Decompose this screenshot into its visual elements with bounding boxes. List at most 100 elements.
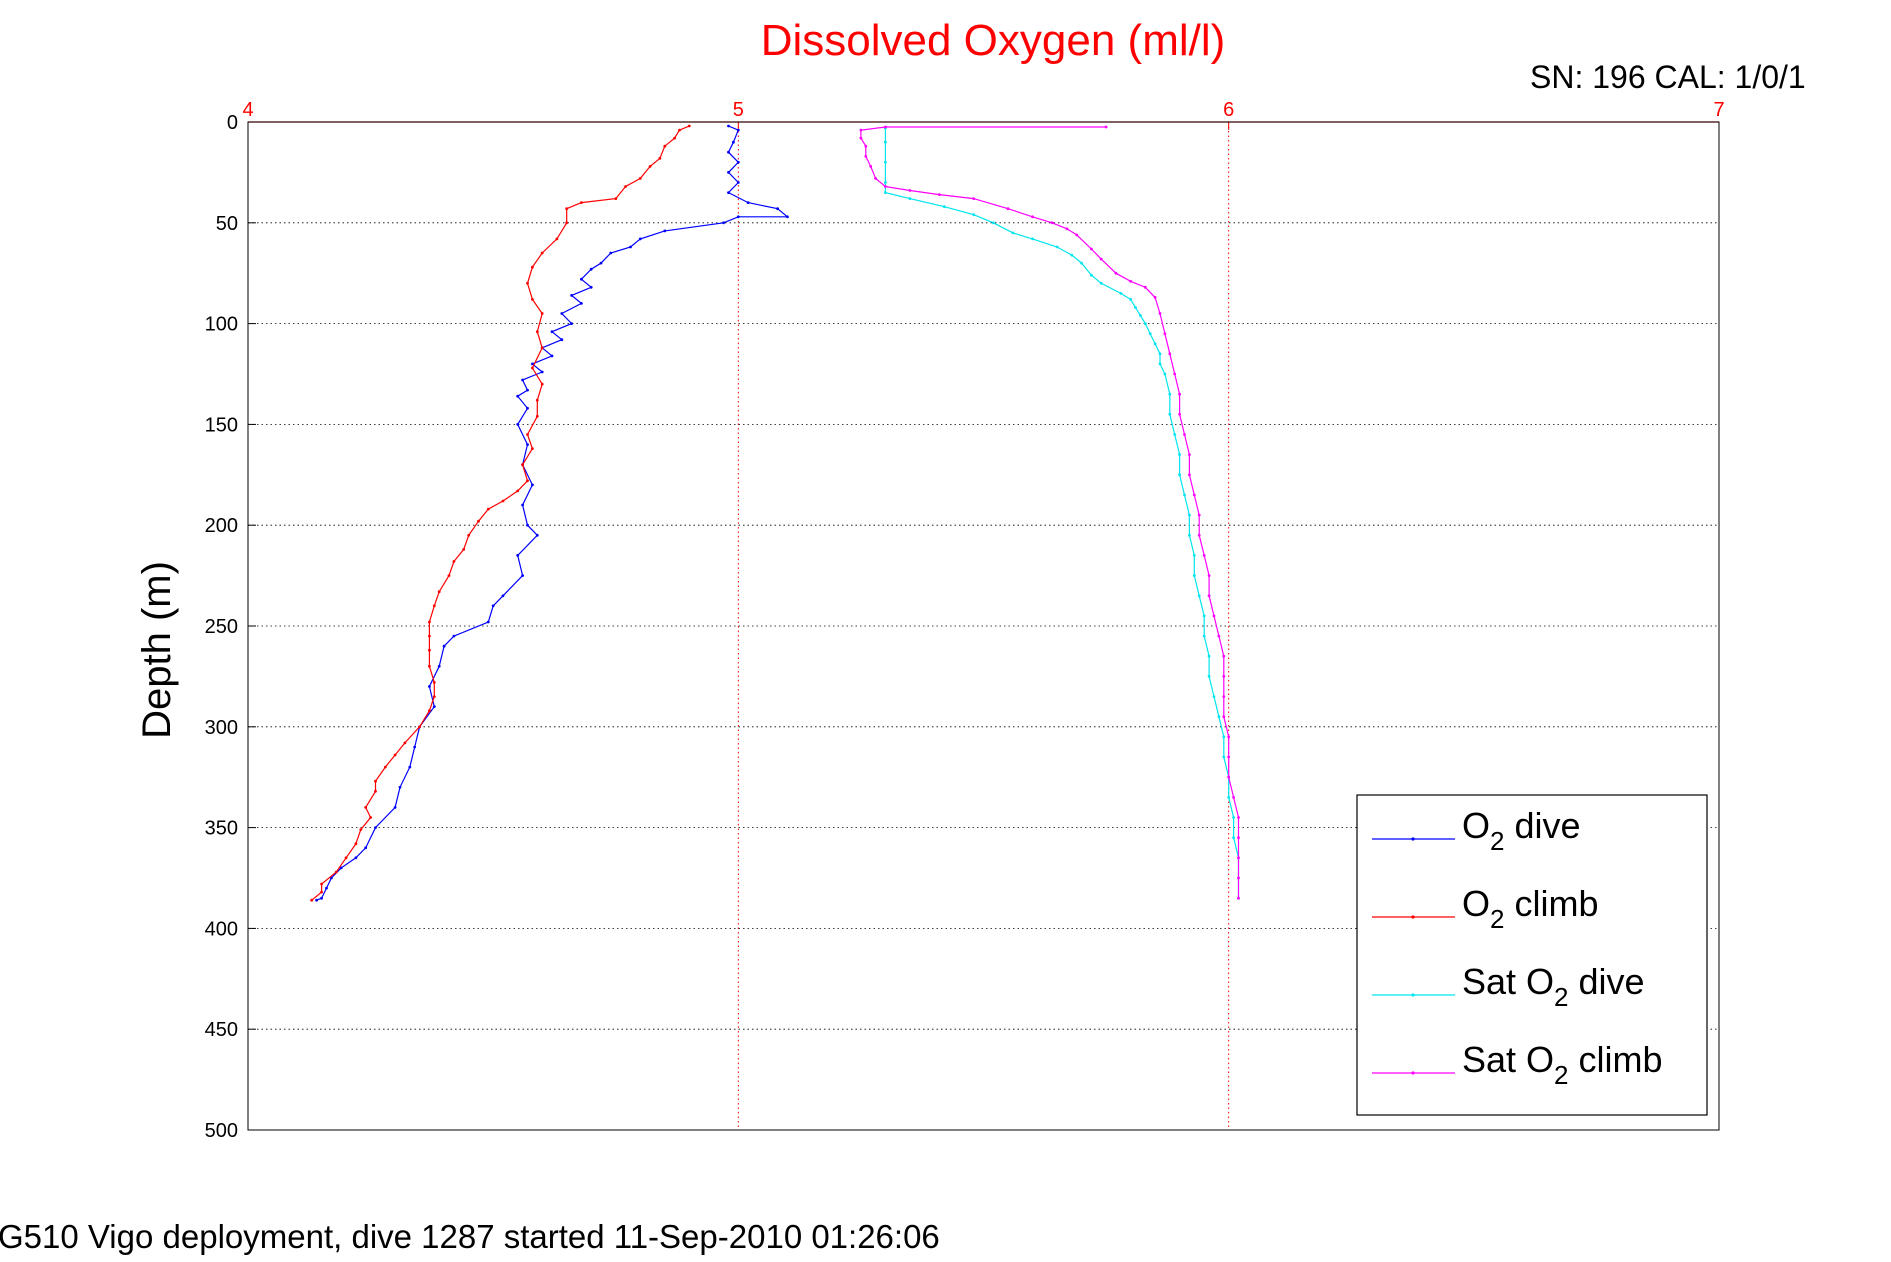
data-point-sat_dive (1090, 273, 1093, 277)
data-point-sat_dive (1192, 554, 1196, 557)
data-point-o2_dive (526, 523, 529, 527)
data-point-o2_dive (609, 251, 613, 255)
data-point-sat_dive (972, 213, 976, 217)
data-point-o2_climb (678, 128, 681, 132)
data-point-sat_dive (1178, 473, 1181, 477)
data-point-o2_climb (428, 648, 431, 652)
data-point-sat_climb (1227, 755, 1231, 759)
data-point-o2_climb (535, 330, 539, 334)
data-point-sat_dive (1192, 574, 1196, 577)
data-point-sat_dive (1207, 675, 1211, 678)
y-tick-label: 500 (205, 1120, 238, 1142)
data-point-o2_dive (540, 370, 544, 374)
data-point-o2_climb (462, 548, 466, 551)
data-point-sat_climb (1232, 796, 1235, 799)
data-point-o2_climb (320, 890, 323, 894)
data-point-sat_dive (1119, 292, 1123, 295)
data-point-sat_dive (1232, 836, 1235, 840)
data-point-o2_climb (516, 489, 520, 493)
data-point-sat_dive (942, 205, 946, 209)
data-point-o2_climb (535, 414, 539, 418)
data-point-o2_dive (339, 866, 343, 870)
data-point-o2_climb (521, 463, 524, 467)
data-point-o2_dive (746, 201, 750, 205)
data-point-sat_dive (908, 197, 912, 201)
data-point-o2_dive (437, 664, 441, 668)
data-point-o2_dive (516, 554, 520, 557)
data-point-sat_climb (1168, 352, 1172, 356)
data-point-o2_climb (428, 664, 431, 668)
data-point-o2_climb (638, 177, 642, 180)
data-point-sat_climb (1065, 227, 1069, 231)
data-point-o2_dive (570, 322, 573, 325)
y-tick-label: 350 (205, 818, 238, 840)
series-line-o2_climb (311, 125, 690, 901)
data-point-o2_climb (477, 519, 480, 523)
data-point-o2_climb (535, 398, 539, 402)
data-point-o2_dive (531, 483, 534, 487)
x-tick-label: 5 (733, 99, 744, 121)
data-point-o2_climb (658, 156, 662, 160)
data-point-o2_dive (521, 378, 524, 382)
data-point-o2_dive (526, 406, 529, 410)
data-point-sat_climb (1237, 836, 1240, 840)
data-point-o2_climb (447, 574, 451, 577)
data-point-sat_dive (1183, 493, 1186, 497)
data-point-o2_climb (418, 725, 421, 729)
data-point-o2_dive (526, 443, 529, 446)
data-point-sat_dive (1202, 614, 1206, 618)
data-point-sat_climb (884, 185, 887, 188)
data-point-o2_dive (452, 634, 456, 638)
data-point-sat_dive (1207, 654, 1211, 658)
data-point-o2_dive (354, 856, 358, 860)
data-point-sat_climb (1217, 634, 1221, 638)
data-point-o2_dive (560, 338, 564, 342)
data-point-sat_dive (1188, 533, 1191, 537)
series-o2_climb (310, 124, 691, 902)
data-point-sat_climb (1237, 856, 1240, 860)
data-point-o2_dive (393, 806, 397, 809)
data-point-o2_climb (432, 604, 436, 608)
y-tick-label: 200 (205, 515, 238, 537)
data-point-o2_climb (540, 382, 544, 386)
data-point-sat_dive (1011, 231, 1015, 235)
x-tick-label: 4 (242, 99, 253, 121)
data-point-o2_climb (614, 197, 618, 201)
data-point-o2_dive (599, 261, 603, 265)
data-point-o2_climb (531, 366, 534, 370)
data-point-o2_dive (432, 705, 436, 708)
legend-swatch-marker (1411, 993, 1415, 997)
data-point-o2_climb (663, 144, 667, 148)
data-point-o2_climb (526, 479, 529, 483)
data-point-o2_climb (648, 165, 652, 168)
data-point-sat_climb (1222, 715, 1226, 719)
data-point-sat_dive (1055, 245, 1059, 249)
data-point-sat_climb (1212, 614, 1216, 618)
data-point-o2_dive (364, 846, 368, 850)
data-point-sat_dive (1153, 342, 1157, 346)
data-point-sat_dive (1129, 298, 1132, 301)
data-point-sat_dive (1134, 306, 1137, 309)
legend-label: Sat O2 dive (1462, 961, 1645, 1012)
data-point-sat_climb (874, 177, 877, 180)
legend-label: O2 climb (1462, 883, 1599, 934)
legend-item-sat_dive: Sat O2 dive (1372, 961, 1645, 1012)
data-point-o2_dive (501, 594, 505, 598)
data-point-o2_dive (398, 785, 402, 789)
data-point-sat_dive (1070, 253, 1074, 257)
data-point-o2_dive (736, 128, 740, 132)
data-point-sat_climb (1178, 392, 1181, 396)
data-point-sat_dive (1143, 322, 1147, 325)
y-tick-label: 0 (227, 112, 238, 134)
x-tick-label: 7 (1713, 99, 1724, 121)
data-point-o2_dive (727, 191, 730, 195)
data-point-sat_climb (1158, 312, 1162, 315)
data-point-o2_dive (325, 886, 328, 890)
data-point-sat_climb (869, 165, 873, 168)
data-point-sat_climb (1222, 654, 1226, 658)
data-point-o2_climb (428, 709, 431, 713)
data-point-sat_dive (991, 221, 995, 225)
data-point-sat_dive (884, 191, 887, 195)
data-point-sat_climb (1188, 453, 1191, 456)
legend-item-sat_climb: Sat O2 climb (1372, 1039, 1663, 1090)
